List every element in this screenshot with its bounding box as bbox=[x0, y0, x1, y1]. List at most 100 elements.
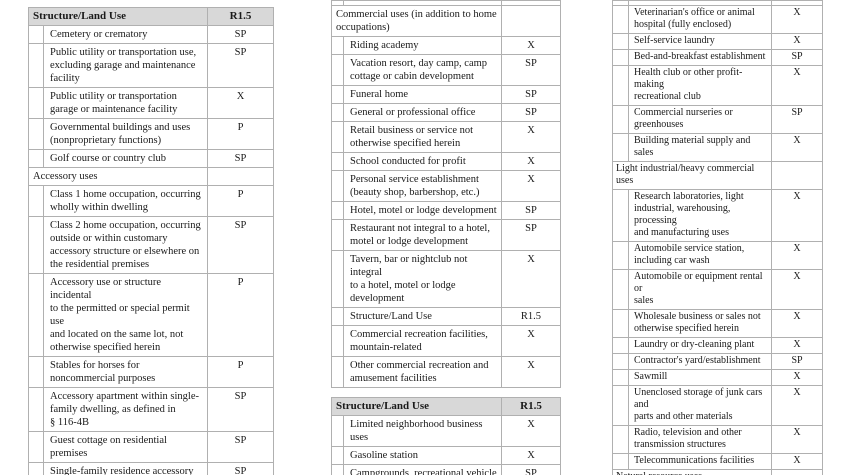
use-row: Commercial nurseries or greenhouses SP bbox=[612, 105, 823, 134]
indent-cell bbox=[331, 219, 344, 251]
use-label-cell: Accessory apartment within single- famil… bbox=[43, 387, 208, 432]
designation-cell bbox=[207, 167, 274, 186]
land-use-table-2-2: Structure/Land Use R1.5 Limited neighborho… bbox=[331, 397, 561, 475]
section-row: Accessory uses bbox=[28, 167, 274, 186]
use-label-cell: Commercial recreation facilities, mounta… bbox=[343, 325, 502, 357]
land-use-table-2-1: Commercial uses (in addition to home occ… bbox=[331, 0, 561, 388]
indent-cell bbox=[28, 43, 44, 88]
indent-cell bbox=[331, 85, 344, 104]
use-label-cell: Vacation resort, day camp, camp cottage … bbox=[343, 54, 502, 86]
use-label-cell: Wholesale business or sales not otherwis… bbox=[628, 309, 772, 338]
designation-cell: SP bbox=[501, 464, 561, 475]
use-label-cell: Building material supply and sales bbox=[628, 133, 772, 162]
use-row: Other commercial recreation and amusemen… bbox=[331, 356, 561, 388]
designation-cell: X bbox=[501, 170, 561, 202]
use-row: Commercial recreation facilities, mounta… bbox=[331, 325, 561, 357]
indent-cell bbox=[612, 49, 629, 66]
use-row: Self-service laundry X bbox=[612, 33, 823, 50]
use-row: Radio, television and other transmission… bbox=[612, 425, 823, 454]
indent-cell bbox=[331, 325, 344, 357]
use-label-cell: Structure/Land Use bbox=[343, 307, 502, 326]
designation-cell: R1.5 bbox=[501, 307, 561, 326]
use-label-cell: Class 2 home occupation, occurring outsi… bbox=[43, 216, 208, 274]
indent-cell bbox=[331, 307, 344, 326]
use-label-cell: Automobile service station, including ca… bbox=[628, 241, 772, 270]
designation-cell: SP bbox=[207, 43, 274, 88]
designation-cell bbox=[501, 5, 561, 37]
designation-cell: X bbox=[771, 33, 823, 50]
use-row: Limited neighborhood business uses X bbox=[331, 415, 561, 447]
designation-cell: X bbox=[771, 5, 823, 34]
indent-cell bbox=[331, 36, 344, 55]
use-label-cell: Governmental buildings and uses (nonprop… bbox=[43, 118, 208, 150]
use-row: Single-family residence accessory to bus… bbox=[28, 462, 274, 475]
indent-cell bbox=[28, 118, 44, 150]
use-label-cell: School conducted for profit bbox=[343, 152, 502, 171]
designation-cell: P bbox=[207, 273, 274, 357]
use-label-cell: Health club or other profit-making recre… bbox=[628, 65, 772, 106]
use-row: Governmental buildings and uses (nonprop… bbox=[28, 118, 274, 150]
use-row: Bed-and-breakfast establishment SP bbox=[612, 49, 823, 66]
column-3: Veterinarian's office or animal hospital… bbox=[612, 0, 823, 475]
designation-cell bbox=[771, 161, 823, 190]
use-row: Campgrounds, recreational vehicle and ca… bbox=[331, 464, 561, 475]
use-label-cell: Campgrounds, recreational vehicle and ca… bbox=[343, 464, 502, 475]
table-header-row: Structure/Land Use R1.5 bbox=[28, 7, 274, 26]
section-row: Natural resource uses bbox=[612, 469, 823, 475]
use-row: Accessory apartment within single- famil… bbox=[28, 387, 274, 432]
use-label-cell: Research laboratories, light industrial,… bbox=[628, 189, 772, 242]
designation-cell: SP bbox=[771, 105, 823, 134]
use-label-cell: Self-service laundry bbox=[628, 33, 772, 50]
designation-cell: SP bbox=[207, 387, 274, 432]
use-label-cell: Tavern, bar or nightclub not integral to… bbox=[343, 250, 502, 308]
designation-cell: SP bbox=[501, 219, 561, 251]
designation-cell: X bbox=[771, 453, 823, 470]
use-row: Building material supply and sales X bbox=[612, 133, 823, 162]
use-row: Laundry or dry-cleaning plant X bbox=[612, 337, 823, 354]
indent-cell bbox=[612, 269, 629, 310]
use-row: Hotel, motel or lodge development SP bbox=[331, 201, 561, 220]
indent-cell bbox=[331, 356, 344, 388]
indent-cell bbox=[612, 309, 629, 338]
designation-cell: X bbox=[501, 152, 561, 171]
use-label-cell: Laundry or dry-cleaning plant bbox=[628, 337, 772, 354]
designation-cell: X bbox=[501, 325, 561, 357]
use-label-cell: Telecommunications facilities bbox=[628, 453, 772, 470]
use-row: Cemetery or crematory SP bbox=[28, 25, 274, 44]
designation-cell: X bbox=[501, 446, 561, 465]
use-label-cell: Guest cottage on residential premises bbox=[43, 431, 208, 463]
use-label-cell: Accessory use or structure incidental to… bbox=[43, 273, 208, 357]
use-row: Retail business or service not otherwise… bbox=[331, 121, 561, 153]
indent-cell bbox=[612, 65, 629, 106]
use-row: Riding academy X bbox=[331, 36, 561, 55]
use-label-cell: Contractor's yard/establishment bbox=[628, 353, 772, 370]
use-label-cell: Riding academy bbox=[343, 36, 502, 55]
indent-cell bbox=[331, 464, 344, 475]
designation-cell: X bbox=[771, 241, 823, 270]
indent-cell bbox=[28, 431, 44, 463]
designation-cell: X bbox=[207, 87, 274, 119]
indent-cell bbox=[331, 446, 344, 465]
use-label-cell: Radio, television and other transmission… bbox=[628, 425, 772, 454]
header-value-cell: R1.5 bbox=[501, 397, 561, 416]
indent-cell bbox=[331, 152, 344, 171]
column-1: Structure/Land Use R1.5 Cemetery or cremat… bbox=[28, 7, 274, 475]
indent-cell bbox=[28, 185, 44, 217]
use-row: Funeral home SP bbox=[331, 85, 561, 104]
designation-cell: X bbox=[771, 309, 823, 338]
indent-cell bbox=[612, 241, 629, 270]
indent-cell bbox=[612, 5, 629, 34]
use-row: Health club or other profit-making recre… bbox=[612, 65, 823, 106]
designation-cell: X bbox=[501, 250, 561, 308]
use-label-cell: Veterinarian's office or animal hospital… bbox=[628, 5, 772, 34]
designation-cell: SP bbox=[207, 462, 274, 475]
indent-cell bbox=[28, 387, 44, 432]
use-row: Public utility or transportation garage … bbox=[28, 87, 274, 119]
designation-cell: SP bbox=[207, 25, 274, 44]
designation-cell: SP bbox=[501, 201, 561, 220]
section-row: Light industrial/heavy commercial uses bbox=[612, 161, 823, 190]
use-label-cell: Bed-and-breakfast establishment bbox=[628, 49, 772, 66]
header-label-cell: Structure/Land Use bbox=[331, 397, 502, 416]
use-label-cell: Personal service establishment (beauty s… bbox=[343, 170, 502, 202]
